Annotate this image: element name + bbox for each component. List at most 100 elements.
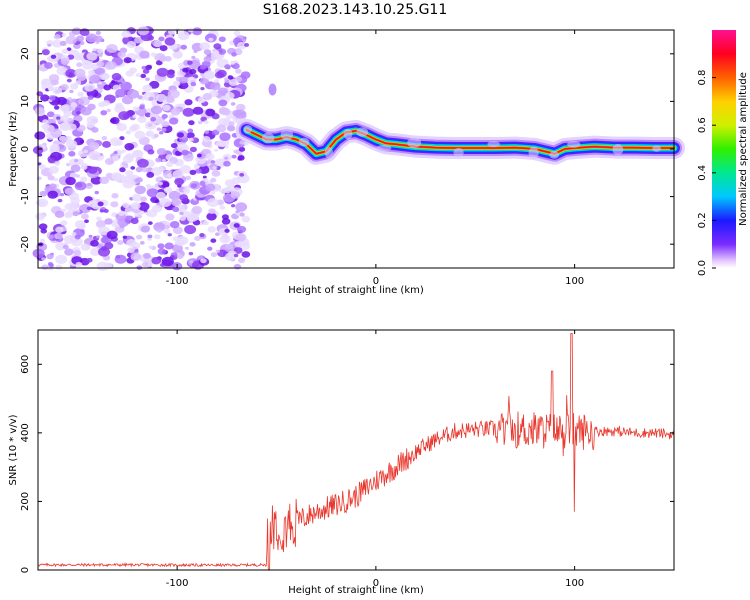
noise-blob (166, 72, 175, 79)
noise-blob (205, 183, 216, 192)
noise-blob (179, 216, 186, 222)
noise-blob (218, 141, 227, 148)
noise-blob (74, 181, 87, 191)
noise-blob (145, 77, 150, 82)
noise-blob (231, 204, 236, 208)
noise-blob (227, 75, 234, 80)
noise-blob (47, 175, 55, 181)
noise-blob (121, 149, 126, 153)
noise-blob (132, 114, 137, 119)
noise-blob (219, 189, 224, 193)
noise-blob (159, 45, 168, 52)
ridge-halo (343, 128, 353, 140)
noise-blob (96, 48, 104, 54)
noise-blob (139, 104, 145, 110)
noise-blob (75, 174, 80, 178)
noise-blob (127, 174, 135, 180)
noise-blob (202, 135, 211, 143)
noise-blob (163, 186, 173, 194)
noise-blob (80, 164, 88, 170)
noise-blob (136, 158, 149, 168)
noise-blob (54, 161, 60, 166)
noise-blob (122, 202, 130, 208)
noise-blob (110, 201, 119, 208)
ridge-halo (376, 144, 392, 152)
noise-blob (167, 233, 172, 237)
noise-blob (200, 258, 207, 264)
x-tick-label: 0 (373, 276, 379, 287)
noise-blob (138, 202, 150, 211)
snr-x-ticks: -100 0 100 (166, 330, 584, 589)
noise-blob (116, 123, 127, 132)
noise-blob (114, 254, 127, 264)
noise-blob (211, 129, 220, 136)
noise-blob (189, 169, 197, 175)
noise-blob (71, 231, 77, 236)
noise-blob (169, 220, 180, 229)
noise-blob (63, 110, 72, 117)
noise-blob (52, 86, 63, 95)
noise-blob (87, 95, 94, 100)
noise-blob (103, 84, 112, 91)
noise-blob (99, 176, 110, 185)
noise-blob (104, 242, 114, 250)
noise-blob (79, 28, 90, 37)
noise-blob (199, 77, 210, 85)
noise-blob (101, 73, 110, 80)
ridge-halo (298, 137, 310, 147)
noise-blob (74, 159, 79, 163)
noise-blob (54, 232, 63, 240)
noise-blob (41, 257, 46, 261)
noise-blob (228, 121, 235, 126)
noise-blob (57, 198, 63, 203)
noise-blob (67, 123, 77, 131)
noise-blob (150, 105, 163, 115)
noise-blob (182, 107, 195, 117)
noise-blob (159, 198, 172, 208)
noise-blob (148, 245, 153, 249)
noise-blob (157, 166, 164, 172)
noise-blob (171, 198, 182, 207)
noise-blob (64, 212, 73, 219)
noise-blob (225, 243, 234, 250)
noise-blob (65, 139, 78, 149)
colorbar-tick-label: 0.6 (697, 117, 708, 133)
spectrogram-x-ticks: -100 0 100 (166, 30, 584, 287)
noise-blob (210, 177, 217, 183)
noise-blob (147, 221, 153, 225)
noise-blob (202, 93, 213, 101)
noise-blob (47, 43, 52, 47)
noise-blob (89, 247, 101, 256)
colorbar: 0.0 0.2 0.4 0.6 0.8 Normalized spectral ampl… (697, 30, 749, 276)
spectrogram-x-label: Height of straight line (km) (288, 285, 424, 296)
noise-blob (88, 150, 101, 161)
colorbar-gradient (712, 30, 736, 268)
noise-blob (47, 190, 59, 199)
noise-blob (189, 242, 196, 247)
noise-blob (188, 137, 194, 142)
noise-blob (119, 224, 125, 229)
noise-blob (39, 190, 48, 197)
noise-blob (76, 62, 83, 68)
noise-blob (102, 100, 111, 107)
noise-blob (119, 136, 125, 141)
noise-blob (197, 120, 203, 125)
noise-blob (77, 91, 84, 97)
noise-blob (90, 176, 102, 185)
noise-blob (73, 249, 82, 256)
noise-blob (164, 37, 176, 46)
noise-blob (39, 238, 46, 243)
noise-blob (202, 178, 209, 183)
noise-blob (188, 251, 194, 256)
ridge-halo (261, 132, 275, 144)
noise-blob (55, 254, 68, 265)
noise-blob (80, 176, 88, 182)
noise-blob (164, 224, 171, 230)
noise-blob (86, 257, 93, 263)
noise-blob (156, 148, 167, 156)
noise-blob (106, 108, 112, 113)
noise-blob (235, 103, 246, 112)
noise-blob (73, 83, 79, 87)
noise-blob (225, 79, 230, 83)
noise-blob (171, 44, 178, 49)
